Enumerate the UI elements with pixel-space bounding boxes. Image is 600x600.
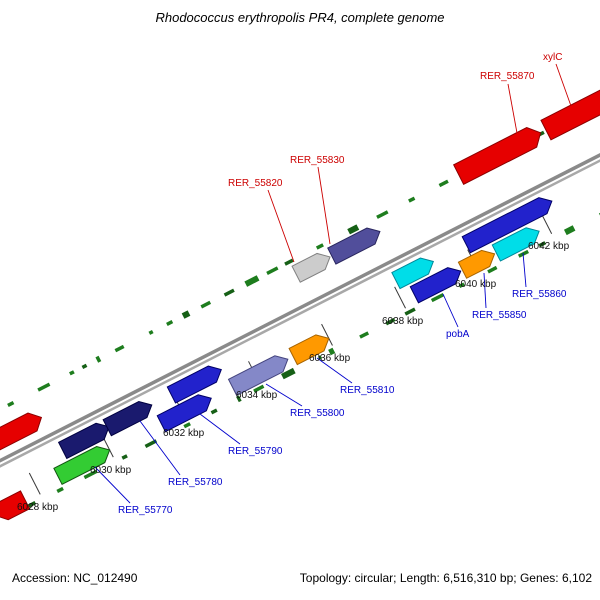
gene-label-RER_55870[interactable]: RER_55870 [480, 71, 535, 82]
gene-RER_55860[interactable] [491, 223, 543, 262]
gene-RER_55770[interactable] [53, 442, 114, 486]
ring-gene-dash [347, 224, 360, 235]
ring-gene-dash [83, 469, 98, 480]
ring-gene-dash [27, 500, 37, 508]
gene-RER_55820[interactable] [291, 249, 334, 283]
ring-gene-dash [317, 355, 323, 360]
ring-gene-dash [200, 300, 212, 309]
ring-gene-dash [328, 347, 336, 356]
gene-label-pobA[interactable]: pobA [446, 329, 470, 340]
gene-label-RER_55790[interactable]: RER_55790 [228, 446, 283, 457]
gene-label-RER_55770[interactable]: RER_55770 [118, 505, 173, 516]
ring-gene-dash [148, 330, 154, 335]
gene-blue-2[interactable] [166, 362, 225, 404]
ruler-tick [28, 472, 41, 495]
ring-gene-dash [438, 179, 449, 188]
genome-backbone-inner [0, 115, 600, 481]
ruler-tick [321, 323, 333, 346]
gene-RER_55830[interactable] [327, 223, 384, 265]
gene-red-left[interactable] [0, 409, 46, 452]
ring-gene-dash [563, 225, 576, 236]
gene-xylC[interactable] [540, 82, 600, 141]
gene-RER_55850[interactable] [457, 246, 498, 279]
gene-RER_55780[interactable] [102, 397, 156, 437]
ring-gene-dash [538, 241, 547, 248]
ring-gene-dash [181, 310, 191, 319]
ring-gene-dash [408, 196, 416, 203]
ring-gene-dash [69, 370, 75, 376]
ring-gene-dash [253, 384, 265, 393]
gene-pobA[interactable] [409, 263, 465, 304]
gene-long-blue[interactable] [461, 193, 556, 254]
gene-label-RER_55850[interactable]: RER_55850 [472, 310, 527, 321]
ring-gene-dash [7, 400, 15, 407]
ring-gene-dash [223, 288, 235, 297]
gene-label-RER_55860[interactable]: RER_55860 [512, 289, 567, 300]
ring-gene-dash [458, 282, 465, 289]
ring-gene-dash [236, 395, 242, 403]
ring-gene-dash [210, 408, 218, 415]
accession-text: Accession: NC_012490 [12, 571, 138, 585]
ring-gene-dash [244, 275, 260, 287]
ruler-tick [394, 286, 406, 309]
gene-RER_55870[interactable] [452, 123, 546, 186]
ring-gene-dash [376, 210, 389, 219]
diagram-title: Rhodococcus erythropolis PR4, complete g… [155, 10, 445, 25]
gene-label-RER_55780[interactable]: RER_55780 [168, 477, 223, 488]
ring-gene-dash [166, 320, 174, 326]
ring-gene-dash [280, 367, 296, 380]
topology-text: Topology: circular; Length: 6,516,310 bp… [299, 571, 592, 585]
ring-gene-dash [56, 486, 64, 493]
gene-label-RER_55820[interactable]: RER_55820 [228, 178, 283, 189]
ring-gene-dash [487, 265, 498, 274]
gene-navy-1[interactable] [57, 419, 114, 460]
gene-RER_55800[interactable] [227, 351, 292, 397]
ring-gene-dash [144, 439, 158, 449]
ring-gene-dash [183, 422, 191, 429]
ring-gene-dash [315, 243, 324, 250]
gene-label-xylC[interactable]: xylC [543, 52, 563, 63]
gene-cyan-small[interactable] [391, 254, 438, 290]
gene-label-RER_55810[interactable]: RER_55810 [340, 385, 395, 396]
ring-gene-dash [81, 363, 88, 370]
ring-gene-dash [266, 266, 279, 275]
ring-gene-dash [95, 355, 102, 363]
ring-gene-dash [121, 454, 128, 460]
ring-gene-dash [385, 317, 396, 326]
genome-backbone [0, 110, 600, 477]
gene-red-fragment[interactable] [0, 490, 31, 524]
ring-gene-dash [37, 382, 51, 392]
ring-gene-dash [359, 331, 370, 339]
gene-label-RER_55800[interactable]: RER_55800 [290, 408, 345, 419]
gene-label-RER_55830[interactable]: RER_55830 [290, 155, 345, 166]
ring-gene-dash [284, 258, 294, 266]
ring-gene-dash [404, 307, 416, 316]
ring-gene-dash [430, 292, 445, 303]
gene-RER_55810[interactable] [288, 330, 333, 366]
ring-gene-dash [114, 344, 125, 353]
